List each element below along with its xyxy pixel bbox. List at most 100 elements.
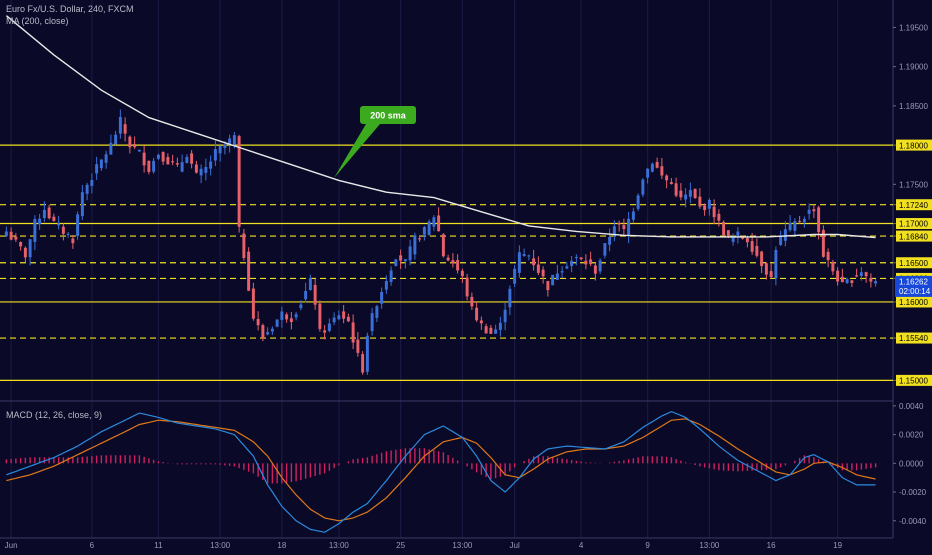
candle-body — [698, 196, 702, 207]
macd-panel — [5, 410, 877, 533]
candle-body — [90, 179, 94, 186]
level-label-bg — [896, 139, 932, 151]
level-label: 1.16000 — [899, 298, 928, 307]
ma-indicator-label[interactable]: MA (200, close) — [6, 16, 69, 26]
candle-body — [660, 166, 664, 176]
candle-body — [451, 260, 455, 264]
candle-body — [299, 304, 303, 309]
macd-tick-label: 0.0040 — [899, 402, 924, 411]
candle-body — [76, 214, 80, 237]
candle-body — [147, 160, 151, 172]
candle-body — [731, 236, 735, 242]
candle-body — [760, 251, 764, 267]
candle-body — [137, 149, 141, 152]
annotation-200-sma[interactable]: 200 sma — [334, 106, 416, 178]
x-tick-label: 6 — [90, 541, 95, 550]
candle-body — [494, 329, 498, 334]
candle-body — [4, 231, 8, 237]
candle-body — [636, 195, 640, 209]
candlestick-series[interactable] — [4, 109, 878, 375]
candle-body — [242, 233, 246, 259]
candle-body — [855, 275, 859, 277]
candle-body — [285, 314, 289, 320]
candle-body — [156, 154, 160, 159]
level-label-bg — [896, 218, 932, 230]
x-tick-label: 18 — [277, 541, 286, 550]
candle-body — [313, 284, 317, 305]
candle-body — [745, 237, 749, 243]
candle-body — [237, 136, 241, 227]
level-label: 1.15540 — [899, 334, 928, 343]
candle-body — [517, 252, 521, 273]
candle-body — [608, 237, 612, 245]
candle-body — [327, 323, 331, 331]
candle-body — [128, 136, 132, 148]
annotation-pointer — [334, 124, 380, 178]
candle-body — [598, 260, 602, 272]
candle-body — [584, 260, 588, 265]
candle-body — [707, 199, 711, 209]
candle-body — [346, 316, 350, 322]
candle-body — [788, 223, 792, 231]
candle-body — [199, 168, 203, 176]
level-label: 1.17240 — [899, 201, 928, 210]
candle-body — [365, 335, 369, 372]
candle-body — [522, 254, 526, 256]
candle-body — [817, 207, 821, 233]
candle-body — [66, 233, 70, 235]
level-label: 1.17000 — [899, 220, 928, 229]
x-tick-label: Jul — [510, 541, 520, 550]
candle-body — [750, 241, 754, 252]
candle-body — [812, 209, 816, 212]
level-label: 1.16500 — [899, 259, 928, 268]
candle-body — [370, 313, 374, 332]
candle-body — [190, 153, 194, 164]
candle-body — [783, 229, 787, 241]
candle-body — [498, 322, 502, 330]
candle-body — [612, 226, 616, 237]
candle-body — [171, 161, 175, 163]
macd-tick-label: -0.0040 — [899, 517, 927, 526]
time-axis[interactable]: Jun 6 11 13:00 18 13:00 25 13:00 Jul 4 9 13:00 16 19 — [0, 537, 893, 550]
candle-body — [247, 251, 251, 291]
candle-body — [565, 266, 569, 269]
candle-body — [831, 261, 835, 272]
current-price-value: 1.16262 — [899, 277, 928, 286]
candle-body — [251, 288, 255, 319]
candle-body — [560, 271, 564, 273]
candle-body — [736, 231, 740, 237]
candle-body — [223, 144, 227, 148]
candle-body — [593, 265, 597, 274]
level-label-bg — [896, 296, 932, 308]
candle-body — [142, 152, 146, 166]
candle-body — [693, 188, 697, 199]
candle-body — [793, 221, 797, 231]
candle-body — [99, 159, 103, 169]
candle-body — [232, 135, 236, 145]
candle-body — [408, 246, 412, 261]
candle-body — [665, 175, 669, 181]
candle-body — [308, 278, 312, 291]
candle-body — [161, 152, 165, 162]
candle-body — [418, 238, 422, 240]
candle-body — [864, 272, 868, 277]
candle-body — [280, 311, 284, 320]
candle-body — [14, 236, 18, 240]
candle-body — [774, 250, 778, 279]
candle-body — [874, 281, 878, 284]
x-tick-label: Jun — [5, 541, 18, 550]
candle-body — [536, 264, 540, 273]
price-axis[interactable]: 1.19500 1.19000 1.18500 1.18000 1.17500 1.172… — [893, 23, 932, 526]
candle-body — [261, 325, 265, 339]
candle-body — [228, 138, 232, 146]
candle-body — [256, 319, 260, 326]
candle-body — [361, 354, 365, 373]
candle-body — [655, 161, 659, 168]
candle-body — [19, 242, 23, 247]
macd-indicator-label[interactable]: MACD (12, 26, close, 9) — [6, 410, 103, 420]
candle-body — [688, 190, 692, 197]
x-tick-label: 25 — [396, 541, 405, 550]
candle-body — [166, 157, 170, 165]
